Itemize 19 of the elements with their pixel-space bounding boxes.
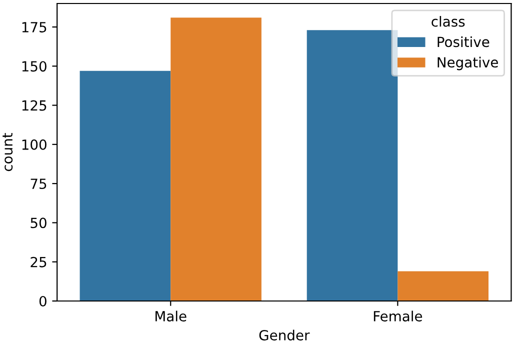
bar [306,30,398,301]
legend-title: class [432,16,465,27]
x-axis-title: Gender [259,330,310,340]
legend-label: Positive [438,36,490,48]
x-tick-label: Female [374,310,422,322]
bar [80,70,171,301]
y-tick-label: 150 [22,61,46,72]
y-tick-label: 25 [30,256,46,268]
y-tick-label: 175 [22,22,46,32]
y-tick-label: 100 [22,139,46,150]
y-tick-label: 50 [30,218,46,228]
bar [170,18,262,301]
y-axis-title: count [2,132,13,172]
y-tick-label: 0 [39,296,46,306]
bar [398,271,489,301]
y-tick-label: 75 [30,178,46,190]
x-tick-label: Male [156,310,186,322]
y-tick-label: 125 [22,100,46,111]
legend-label: Negative [438,56,498,70]
